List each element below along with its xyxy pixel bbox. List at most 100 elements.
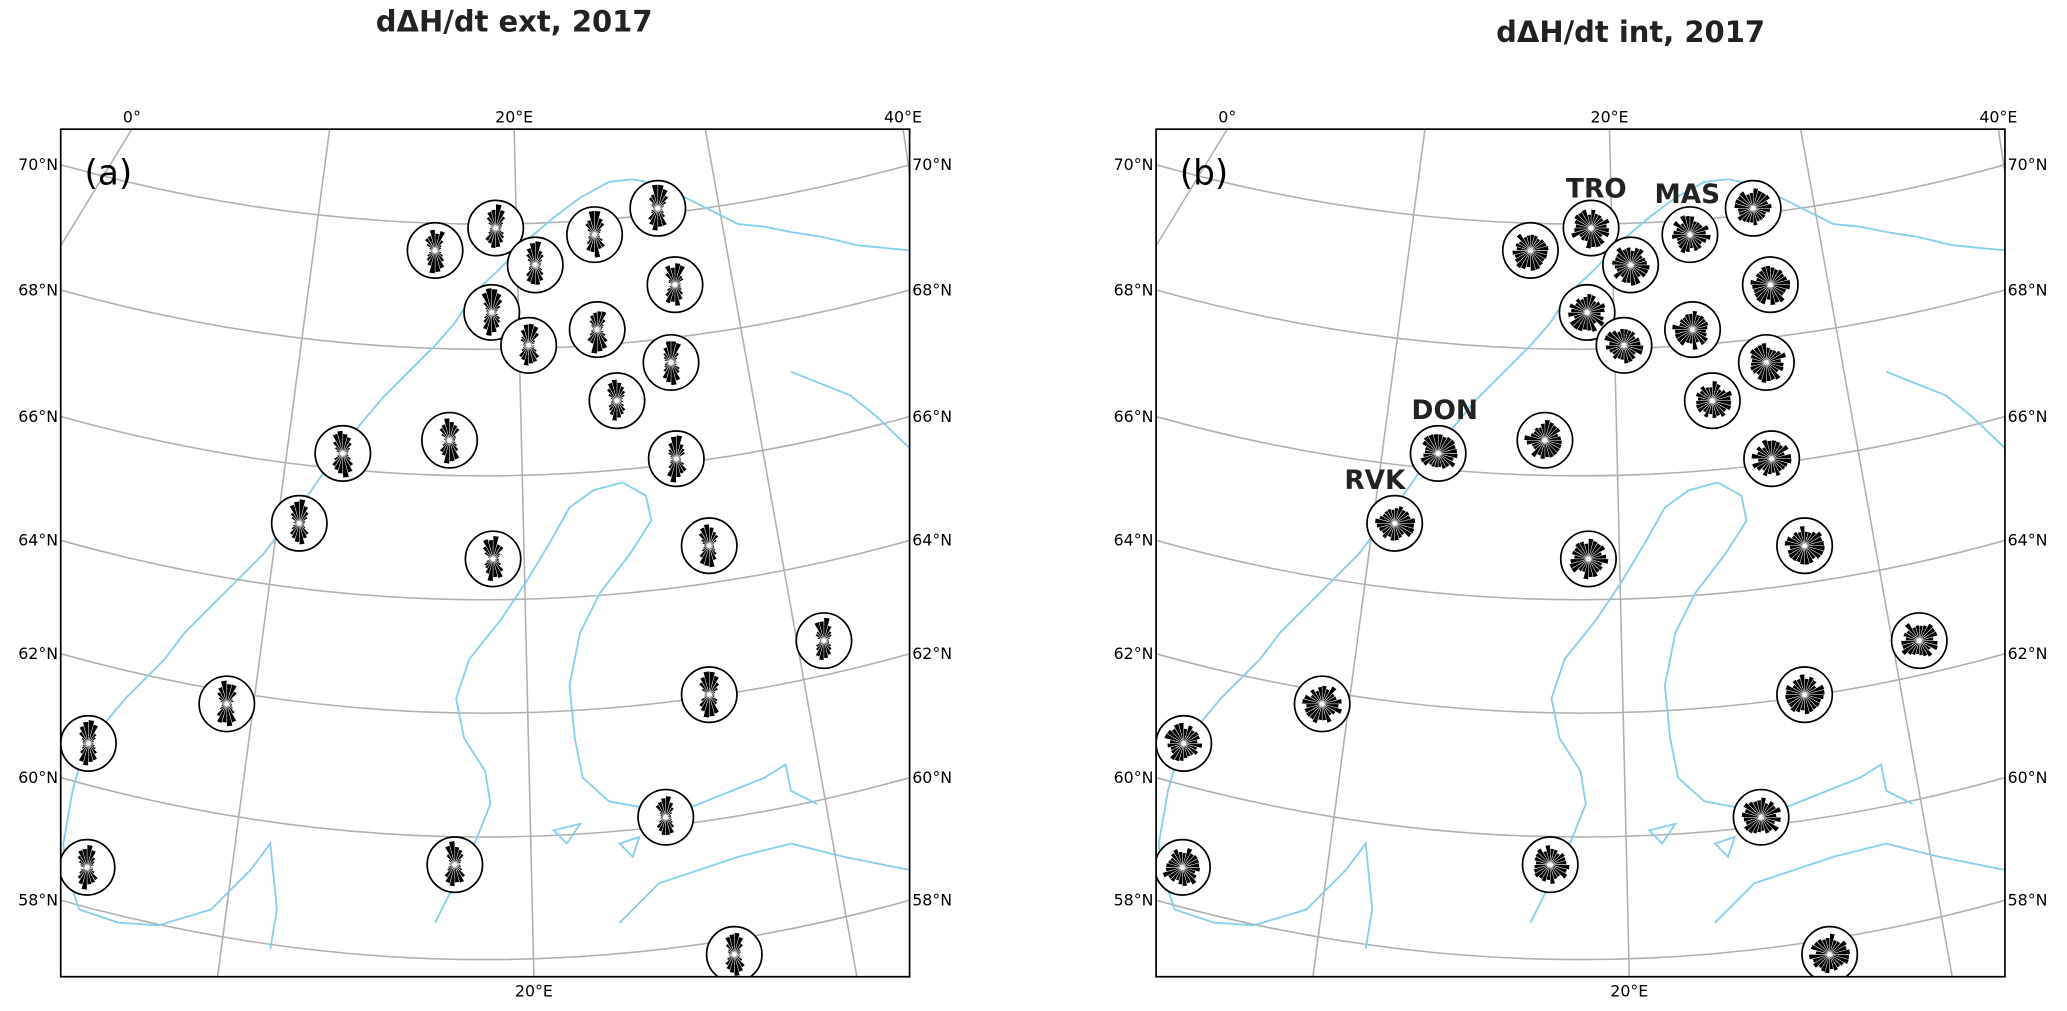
rose-diagram xyxy=(1568,538,1609,580)
lat-label: 62°N xyxy=(1114,644,1154,663)
rose-diagram xyxy=(1511,232,1550,272)
map-frame xyxy=(59,128,911,978)
rose-diagram xyxy=(697,523,719,568)
rose-diagram xyxy=(331,430,354,479)
rose-diagram xyxy=(1419,433,1459,470)
lat-label: 66°N xyxy=(912,407,952,426)
rose-diagram xyxy=(438,417,461,465)
rose-diagram xyxy=(1749,265,1791,306)
parallel xyxy=(1156,653,2005,714)
rose-diagram xyxy=(1163,722,1203,763)
rose-diagram xyxy=(289,498,310,546)
lat-label: 68°N xyxy=(912,280,952,299)
meridian xyxy=(1156,129,1228,248)
lat-label: 70°N xyxy=(2008,155,2048,174)
rose-diagram xyxy=(1523,419,1563,460)
meridian xyxy=(902,129,910,179)
lat-label: 62°N xyxy=(2008,644,2048,663)
rose-diagram xyxy=(215,679,238,727)
map-area xyxy=(1156,129,2005,977)
lon-label: 20°E xyxy=(495,108,533,127)
rose-diagram xyxy=(698,670,720,719)
rose-diagram xyxy=(1671,214,1712,255)
rose-diagram xyxy=(1749,342,1787,384)
panel-title: dΔH/dt ext, 2017 xyxy=(376,5,653,39)
parallel xyxy=(1156,539,2005,601)
rose-diagram xyxy=(1741,796,1782,835)
parallel xyxy=(1156,289,2005,351)
lat-label: 66°N xyxy=(1114,407,1154,426)
lon-label: 20°E xyxy=(1591,108,1629,127)
rose-diagram xyxy=(654,795,676,836)
lat-label: 64°N xyxy=(18,531,58,550)
rose-diagram xyxy=(443,840,466,887)
meridian xyxy=(216,129,331,977)
meridian xyxy=(1997,129,2005,179)
rose-diagram xyxy=(1671,310,1709,351)
parallel xyxy=(60,415,910,477)
rose-diagram xyxy=(584,210,606,259)
lat-label: 60°N xyxy=(18,768,58,787)
lon-label: 20°E xyxy=(1610,982,1648,1001)
lat-label: 70°N xyxy=(1114,155,1154,174)
panel-label: (b) xyxy=(1180,154,1228,194)
lat-label: 66°N xyxy=(18,407,58,426)
lat-label: 60°N xyxy=(1114,768,1154,787)
rose-diagram xyxy=(1570,208,1611,250)
rose-diagram xyxy=(76,844,99,891)
lat-label: 58°N xyxy=(1114,891,1154,910)
lat-label: 68°N xyxy=(18,280,58,299)
meridian xyxy=(1799,129,1954,977)
rose-diagram xyxy=(480,287,504,337)
lat-label: 70°N xyxy=(18,155,58,174)
lat-label: 60°N xyxy=(912,768,952,787)
rose-diagram xyxy=(1532,844,1571,885)
rose-diagram xyxy=(813,617,833,661)
rose-diagram xyxy=(647,184,669,232)
rose-diagram xyxy=(1808,933,1851,974)
rose-diagram xyxy=(1301,685,1343,724)
rose-diagram xyxy=(78,719,99,767)
parallel xyxy=(60,539,910,601)
lon-label: 40°E xyxy=(1979,108,2017,127)
meridian xyxy=(1312,129,1426,977)
parallel xyxy=(60,899,910,961)
lon-label: 0° xyxy=(1218,108,1236,127)
rose-diagram xyxy=(1603,328,1644,365)
lat-label: 68°N xyxy=(2008,280,2048,299)
lat-label: 64°N xyxy=(912,531,952,550)
rose-diagram xyxy=(1784,525,1826,566)
rose-diagram xyxy=(1161,847,1201,887)
parallel xyxy=(1156,415,2005,477)
rose-diagram xyxy=(424,229,446,274)
rose-diagram xyxy=(606,378,627,422)
rose-diagram xyxy=(525,240,545,286)
rose-diagram xyxy=(586,310,609,355)
lat-label: 62°N xyxy=(912,644,952,663)
parallel xyxy=(60,653,910,714)
panel-title: dΔH/dt int, 2017 xyxy=(1496,15,1765,49)
rose-diagram xyxy=(484,203,506,249)
lat-label: 58°N xyxy=(18,891,58,910)
parallel xyxy=(1156,899,2005,961)
meridian xyxy=(704,129,858,977)
map-frame xyxy=(1155,128,2006,978)
station-label: RVK xyxy=(1344,466,1407,496)
parallel xyxy=(1156,776,2005,838)
rose-diagram xyxy=(1733,187,1773,227)
station-label: MAS xyxy=(1654,180,1720,210)
lat-label: 70°N xyxy=(912,155,952,174)
station-label: DON xyxy=(1412,396,1478,426)
panel: dΔH/dt int, 2017 (b) 70°N 70°N 68°N 68°N 66°N 6… xyxy=(1114,15,2048,1001)
rose-diagram xyxy=(1900,622,1939,658)
panel-label: (a) xyxy=(84,154,132,194)
parallel xyxy=(60,289,910,351)
rose-diagram xyxy=(661,340,682,386)
lat-label: 64°N xyxy=(1114,531,1154,550)
station-label: TRO xyxy=(1566,175,1627,205)
lat-label: 58°N xyxy=(912,891,952,910)
parallel xyxy=(60,776,910,838)
lat-label: 58°N xyxy=(2008,891,2048,910)
panel: dΔH/dt ext, 2017 (a) 70°N 70°N 68°N 68°N 66°N 6… xyxy=(18,5,952,1001)
